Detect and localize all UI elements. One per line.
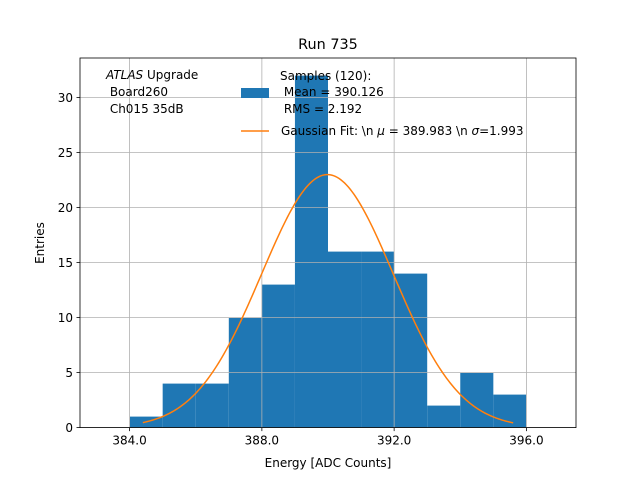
legend-rms-label: RMS = 2.192	[280, 102, 362, 116]
x-tick-label: 384.0	[112, 434, 146, 448]
atlas-annotation: ATLAS Upgrade Board260 Ch015 35dB	[105, 68, 198, 116]
atlas-label: ATLAS	[105, 68, 144, 82]
axis-ticks: 384.0 388.0 392.0 396.0 0 5 10 15 20 25 30	[58, 91, 544, 448]
y-tick-label: 0	[65, 421, 73, 435]
y-tick-label: 10	[58, 311, 73, 325]
y-tick-label: 15	[58, 256, 73, 270]
upgrade-label: Upgrade	[143, 68, 198, 82]
legend-histogram-label: Samples (120):	[280, 69, 371, 83]
legend-fit-prefix: Gaussian Fit: \n	[281, 124, 377, 138]
y-tick-label: 25	[58, 146, 73, 160]
histogram-bar	[361, 251, 395, 428]
chart-title: Run 735	[298, 37, 358, 53]
y-tick-label: 20	[58, 201, 73, 215]
histogram-bars	[129, 75, 527, 428]
x-tick-label: 392.0	[377, 434, 411, 448]
histogram-bar	[162, 383, 196, 428]
y-tick-label: 5	[65, 366, 73, 380]
x-axis-label: Energy [ADC Counts]	[265, 456, 392, 470]
y-axis-label: Entries	[33, 222, 47, 264]
gaussian-fit	[142, 173, 514, 424]
histogram-bar	[328, 251, 362, 428]
atlas-annotation-line1: ATLAS Upgrade	[105, 68, 198, 82]
board-label: Board260	[106, 85, 168, 99]
histogram-bar	[195, 383, 229, 428]
legend-fit-middle: = 389.983 \n	[385, 124, 472, 138]
histogram-bar	[394, 273, 428, 428]
histogram-bar	[427, 405, 461, 428]
legend-fit-suffix: =1.993	[479, 124, 523, 138]
histogram-bar	[294, 75, 328, 428]
legend-fit-mu: μ	[376, 124, 385, 138]
legend: Samples (120): Mean = 390.126 RMS = 2.19…	[241, 69, 524, 138]
x-tick-label: 388.0	[245, 434, 279, 448]
x-tick-label: 396.0	[509, 434, 543, 448]
legend-mean-label: Mean = 390.126	[280, 85, 384, 99]
axes-frame	[79, 57, 577, 429]
y-tick-label: 30	[58, 91, 73, 105]
channel-label: Ch015 35dB	[106, 102, 184, 116]
legend-histogram-swatch	[241, 88, 269, 98]
legend-fit-sigma: σ	[472, 124, 480, 138]
legend-fit-label: Gaussian Fit: \n μ = 389.983 \n σ=1.993	[281, 124, 524, 138]
gaussian-fit-curve	[142, 173, 514, 424]
histogram-bar	[261, 284, 295, 428]
